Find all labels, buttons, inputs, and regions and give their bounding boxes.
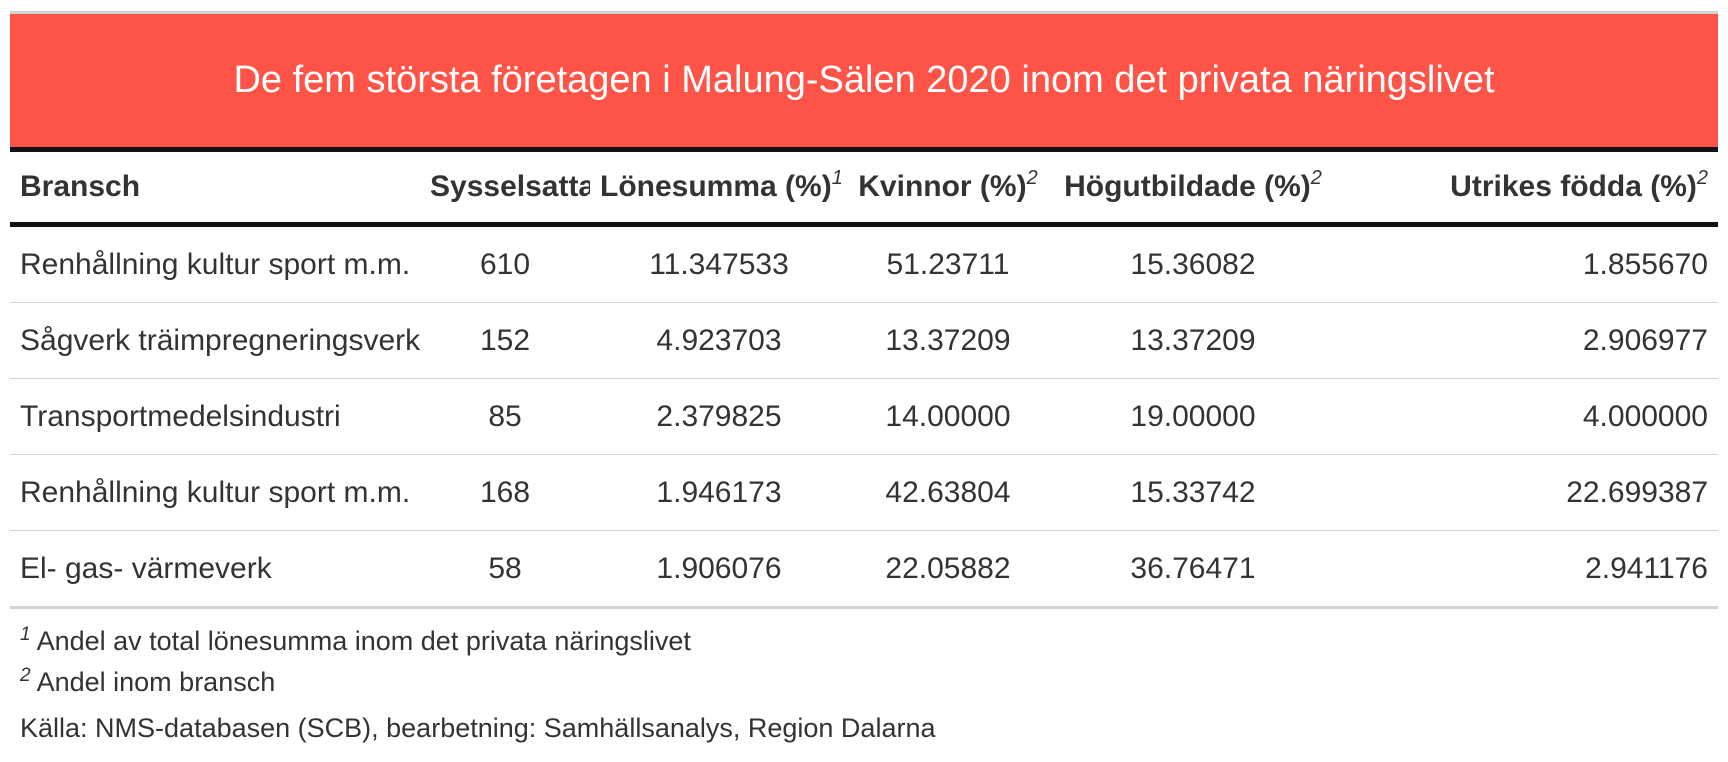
cell-kvinnor: 51.23711 (848, 224, 1048, 303)
cell-kvinnor: 22.05882 (848, 530, 1048, 609)
table-row: Renhållning kultur sport m.m. 610 11.347… (10, 224, 1718, 303)
cell-bransch: Renhållning kultur sport m.m. (10, 224, 420, 303)
cell-utrikes-fodda: 1.855670 (1338, 224, 1718, 303)
cell-kvinnor: 14.00000 (848, 378, 1048, 455)
column-header-lonesumma: Lönesumma (%)1 (590, 152, 848, 227)
footnote-2: 2 Andel inom bransch (20, 662, 1708, 703)
cell-kvinnor: 42.63804 (848, 454, 1048, 531)
column-header-hogutbildade: Högutbildade (%)2 (1048, 152, 1338, 227)
cell-utrikes-fodda: 2.906977 (1338, 302, 1718, 379)
cell-hogutbildade: 19.00000 (1048, 378, 1338, 455)
cell-lonesumma: 11.347533 (590, 224, 848, 303)
cell-kvinnor: 13.37209 (848, 302, 1048, 379)
footnote-mark: 2 (20, 665, 31, 686)
cell-hogutbildade: 15.33742 (1048, 454, 1338, 531)
cell-utrikes-fodda: 2.941176 (1338, 530, 1718, 609)
cell-sysselsatta: 610 (420, 224, 590, 303)
table-row: Transportmedelsindustri 85 2.379825 14.0… (10, 378, 1718, 455)
cell-utrikes-fodda: 4.000000 (1338, 378, 1718, 455)
footnote-1: 1 Andel av total lönesumma inom det priv… (20, 621, 1708, 662)
cell-bransch: Renhållning kultur sport m.m. (10, 454, 420, 531)
data-table: Bransch Sysselsatta Lönesumma (%)1 Kvinn… (10, 152, 1718, 609)
column-header-sysselsatta: Sysselsatta (420, 152, 590, 227)
top-rule (10, 11, 1718, 14)
cell-bransch: El- gas- värmeverk (10, 530, 420, 609)
cell-lonesumma: 1.906076 (590, 530, 848, 609)
cell-lonesumma: 2.379825 (590, 378, 848, 455)
table-row: Sågverk träimpregneringsverk 152 4.92370… (10, 302, 1718, 379)
cell-sysselsatta: 85 (420, 378, 590, 455)
cell-sysselsatta: 168 (420, 454, 590, 531)
table-container: De fem största företagen i Malung-Sälen … (10, 11, 1718, 749)
column-header-utrikes-fodda: Utrikes födda (%)2 (1338, 152, 1718, 227)
table-row: Renhållning kultur sport m.m. 168 1.9461… (10, 454, 1718, 531)
title-divider (10, 147, 1718, 152)
cell-hogutbildade: 15.36082 (1048, 224, 1338, 303)
table-footer: 1 Andel av total lönesumma inom det priv… (10, 609, 1718, 749)
footnote-mark: 1 (20, 624, 31, 645)
column-header-kvinnor: Kvinnor (%)2 (848, 152, 1048, 227)
header-row: Bransch Sysselsatta Lönesumma (%)1 Kvinn… (10, 152, 1718, 227)
cell-bransch: Transportmedelsindustri (10, 378, 420, 455)
cell-sysselsatta: 152 (420, 302, 590, 379)
cell-sysselsatta: 58 (420, 530, 590, 609)
cell-hogutbildade: 13.37209 (1048, 302, 1338, 379)
cell-bransch: Sågverk träimpregneringsverk (10, 302, 420, 379)
column-header-bransch: Bransch (10, 152, 420, 227)
source-note: Källa: NMS-databasen (SCB), bearbetning:… (20, 713, 936, 743)
cell-lonesumma: 4.923703 (590, 302, 848, 379)
cell-utrikes-fodda: 22.699387 (1338, 454, 1718, 531)
table-title: De fem största företagen i Malung-Sälen … (10, 14, 1718, 147)
cell-hogutbildade: 36.76471 (1048, 530, 1338, 609)
table-row: El- gas- värmeverk 58 1.906076 22.05882 … (10, 530, 1718, 609)
cell-lonesumma: 1.946173 (590, 454, 848, 531)
footnote-text: Andel av total lönesumma inom det privat… (36, 626, 691, 656)
footnote-text: Andel inom bransch (36, 667, 276, 697)
